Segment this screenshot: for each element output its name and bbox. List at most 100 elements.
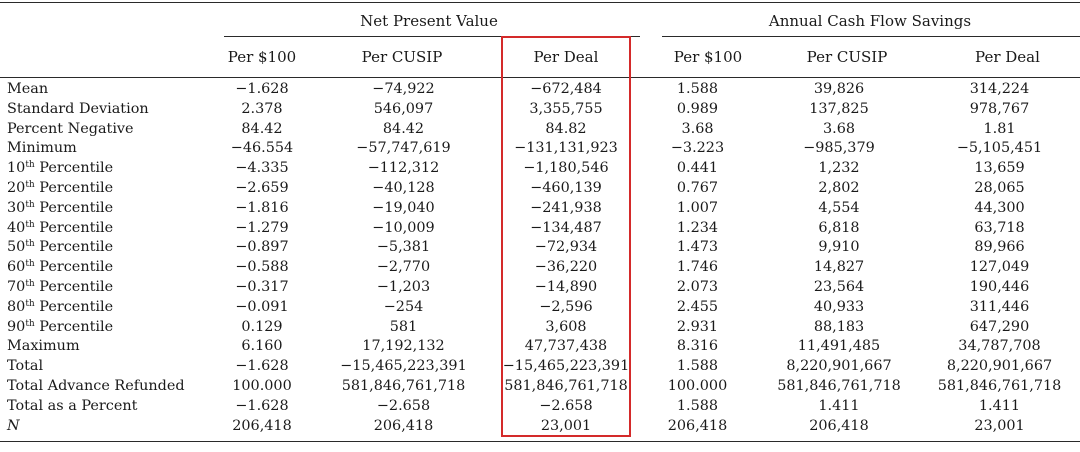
cell-npv-per100: −1.628 xyxy=(235,397,289,414)
cell-npv-per100: −1.279 xyxy=(235,219,289,236)
col-head-acfs-percusip: Per CUSIP xyxy=(806,48,888,66)
row-label-text: Total Advance Refunded xyxy=(7,377,185,394)
table-row: 90th Percentile 0.129 581 3,608 2.931 88,183 6… xyxy=(0,318,1080,338)
row-label: 10th Percentile xyxy=(0,159,213,179)
cell-npv-percusip: −74,922 xyxy=(372,81,435,97)
cell-acfs-perdeal: 581,846,761,718 xyxy=(937,377,1062,394)
cell-acfs-percusip: 14,827 xyxy=(813,259,865,276)
cell-acfs-percusip: 137,825 xyxy=(809,100,869,117)
row-label-text: 90 xyxy=(7,318,26,335)
row-label-sup: th xyxy=(25,219,35,230)
cell-acfs-perdeal: 978,767 xyxy=(969,100,1030,117)
data-table: Mean −1.628 −74,922 −672,484 1.588 39,826 314,… xyxy=(0,80,1080,436)
cell-npv-percusip: −2,770 xyxy=(376,259,431,276)
cell-npv-percusip: 581,846,761,718 xyxy=(341,377,466,394)
cell-npv-perdeal: −2,596 xyxy=(539,298,593,315)
row-label-text: Minimum xyxy=(7,140,77,157)
row-label-text: Standard Deviation xyxy=(7,100,149,117)
row-label-sup: th xyxy=(25,278,35,289)
cell-npv-percusip: −2.658 xyxy=(376,397,431,414)
table-top-rule xyxy=(0,2,1080,3)
table-row: Total as a Percent −1.628 −2.658 −2.658 1.58… xyxy=(0,397,1080,417)
row-label-suffix: Percentile xyxy=(34,278,114,295)
cell-acfs-perdeal: 647,290 xyxy=(969,318,1030,335)
cell-npv-perdeal: −15,465,223,391 xyxy=(502,358,630,375)
cell-npv-perdeal: −460,139 xyxy=(530,179,602,196)
cell-npv-per100: 100.000 xyxy=(232,377,292,394)
cell-acfs-percusip: 1.411 xyxy=(818,397,860,414)
row-label: 80th Percentile xyxy=(0,298,213,318)
row-label: Total xyxy=(0,357,213,377)
row-label-text: 20 xyxy=(7,179,26,196)
table-row: 70th Percentile −0.317 −1,203 −14,890 2.073 2… xyxy=(0,278,1080,298)
cell-npv-per100: 84.42 xyxy=(241,120,283,137)
cell-acfs-per100: 1.746 xyxy=(676,259,719,276)
row-label-text: Total xyxy=(7,358,44,375)
cell-acfs-perdeal: 8,220,901,667 xyxy=(946,358,1053,375)
row-label: Mean xyxy=(0,80,213,100)
header-rule xyxy=(0,77,1080,78)
row-label-sup: th xyxy=(25,318,35,329)
table-row: Standard Deviation 2.378 546,097 3,355,755 0… xyxy=(0,100,1080,120)
cell-npv-perdeal: −72,934 xyxy=(534,239,598,256)
col-head-npv-per100: Per $100 xyxy=(227,48,297,66)
row-label-suffix: Percentile xyxy=(34,160,114,177)
cell-acfs-per100: 1.234 xyxy=(676,219,719,236)
table-row: 50th Percentile −0.897 −5,381 −72,934 1.473 9… xyxy=(0,238,1080,258)
table-row: 10th Percentile −4.335 −112,312 −1,180,546 0… xyxy=(0,159,1080,179)
cell-npv-percusip: −254 xyxy=(383,298,424,315)
cell-acfs-perdeal: 190,446 xyxy=(969,278,1030,295)
group-rule-npv xyxy=(224,36,640,37)
row-label-text: 50 xyxy=(7,239,26,256)
cell-npv-per100: 206,418 xyxy=(232,417,292,434)
cell-npv-percusip: −19,040 xyxy=(372,199,435,216)
cell-npv-perdeal: 3,608 xyxy=(545,318,587,335)
row-label-text: Percent Negative xyxy=(7,120,134,137)
group-title-acfs: Annual Cash Flow Savings xyxy=(768,12,972,30)
cell-acfs-perdeal: 311,446 xyxy=(969,298,1030,315)
cell-npv-per100: −0.897 xyxy=(235,239,289,256)
cell-acfs-percusip: 9,910 xyxy=(818,239,860,256)
table-row: Total Advance Refunded 100.000 581,846,761… xyxy=(0,377,1080,397)
cell-acfs-perdeal: 127,049 xyxy=(969,259,1030,276)
cell-npv-perdeal: 47,737,438 xyxy=(524,338,608,355)
row-label-text: 40 xyxy=(7,219,26,236)
table-row: 60th Percentile −0.588 −2,770 −36,220 1.746 1… xyxy=(0,258,1080,278)
cell-npv-per100: −0.588 xyxy=(235,259,289,276)
row-label-text: 30 xyxy=(7,199,26,216)
cell-npv-percusip: −5,381 xyxy=(376,239,431,256)
row-label: 30th Percentile xyxy=(0,199,213,219)
cell-npv-perdeal: 23,001 xyxy=(540,417,592,434)
group-title-npv: Net Present Value xyxy=(360,12,498,30)
cell-npv-percusip: 84.42 xyxy=(382,120,425,137)
cell-acfs-per100: 3.68 xyxy=(681,120,714,137)
cell-acfs-percusip: 3.68 xyxy=(822,120,856,137)
cell-acfs-per100: 1.588 xyxy=(676,358,719,375)
cell-npv-percusip: −10,009 xyxy=(372,219,435,236)
cell-npv-perdeal: −2.658 xyxy=(539,397,593,414)
row-label-text: Maximum xyxy=(7,338,80,355)
cell-npv-per100: −0.317 xyxy=(235,278,289,295)
row-label-suffix: Percentile xyxy=(34,199,114,216)
cell-acfs-per100: 2.455 xyxy=(676,298,719,315)
cell-acfs-percusip: −985,379 xyxy=(803,140,875,157)
cell-npv-percusip: −57,747,619 xyxy=(356,140,451,157)
cell-acfs-per100: 2.073 xyxy=(676,278,719,295)
cell-acfs-percusip: 23,564 xyxy=(813,278,865,295)
cell-npv-perdeal: 581,846,761,718 xyxy=(504,377,628,394)
cell-npv-per100: −1.628 xyxy=(235,81,289,97)
cell-npv-perdeal: 84.82 xyxy=(545,120,587,137)
row-label: 90th Percentile xyxy=(0,318,213,338)
row-label: Percent Negative xyxy=(0,120,213,140)
cell-acfs-perdeal: 44,300 xyxy=(974,199,1025,216)
cell-acfs-percusip: 581,846,761,718 xyxy=(777,377,901,394)
cell-npv-perdeal: 3,355,755 xyxy=(529,100,603,117)
table-body: Mean −1.628 −74,922 −672,484 1.588 39,826 314,… xyxy=(0,80,1080,436)
cell-acfs-perdeal: 1.81 xyxy=(983,120,1016,137)
row-label-suffix: Percentile xyxy=(34,259,114,276)
cell-acfs-per100: 8.316 xyxy=(676,338,719,355)
cell-acfs-percusip: 39,826 xyxy=(813,81,865,97)
col-head-acfs-perdeal: Per Deal xyxy=(975,48,1040,66)
cell-acfs-per100: 0.767 xyxy=(676,179,719,196)
